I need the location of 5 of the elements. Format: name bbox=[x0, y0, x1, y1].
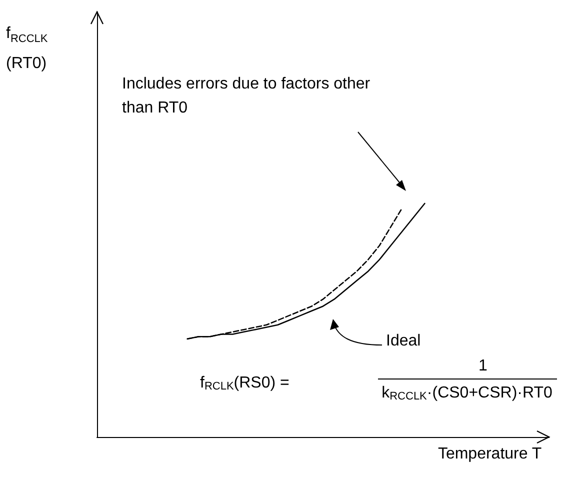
text: f$_{RCCLK}$ (RT0) bbox=[6, 25, 48, 72]
annotation: 1 bbox=[478, 358, 488, 374]
annotation: Ideal bbox=[386, 332, 421, 350]
text: Includes errors due to factors other than RT0 bbox=[122, 76, 371, 116]
x-axis-title: Temperature T bbox=[438, 446, 542, 462]
